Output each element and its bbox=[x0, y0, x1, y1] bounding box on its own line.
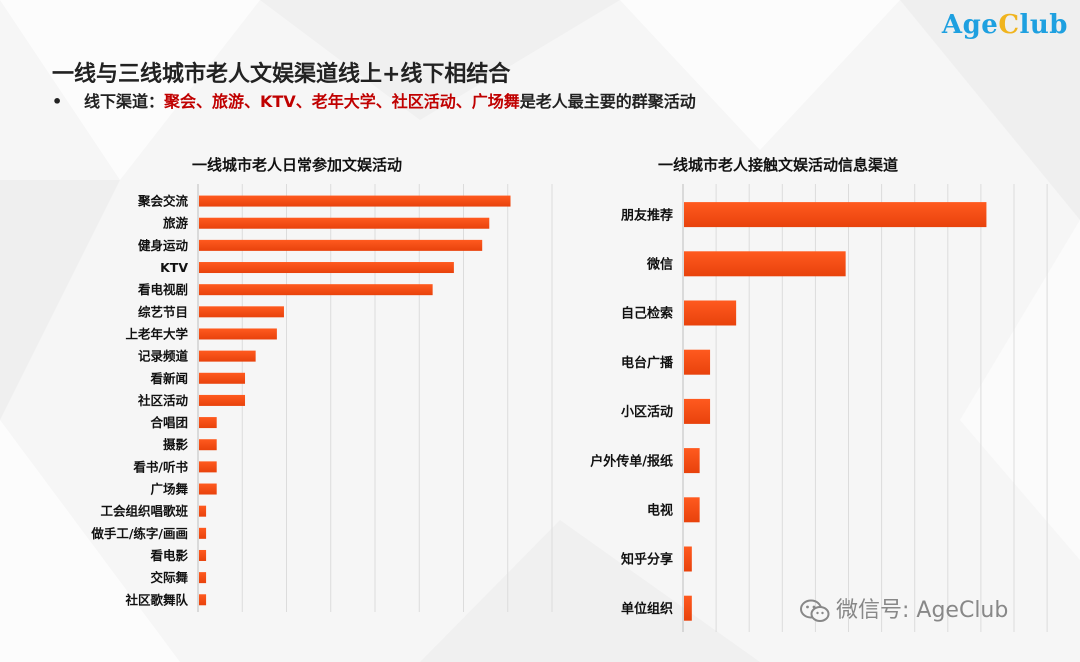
category-label: 朋友推荐 bbox=[620, 207, 673, 223]
category-label: 看电视剧 bbox=[138, 282, 188, 297]
bar-3 bbox=[199, 239, 483, 251]
subtitle-highlight: 聚会、旅游、KTV、老年大学、社区活动、广场舞 bbox=[164, 92, 520, 111]
bar-1 bbox=[684, 202, 987, 228]
bar-13 bbox=[199, 461, 217, 473]
subtitle-suffix: 是老人最主要的群聚活动 bbox=[519, 92, 696, 111]
bar-2 bbox=[684, 251, 846, 277]
category-label: 交际舞 bbox=[150, 570, 188, 585]
category-label: 摄影 bbox=[163, 437, 189, 452]
bar-2 bbox=[199, 217, 490, 229]
bar-19 bbox=[199, 594, 207, 606]
bar-15 bbox=[199, 505, 207, 517]
bar-8 bbox=[684, 546, 692, 572]
category-label: 户外传单/报纸 bbox=[590, 453, 673, 469]
category-label: 小区活动 bbox=[621, 404, 673, 420]
bar-17 bbox=[199, 549, 207, 561]
bar-5 bbox=[199, 284, 433, 296]
bar-7 bbox=[199, 328, 277, 340]
bar-8 bbox=[199, 350, 256, 362]
category-label: 工会组织唱歌班 bbox=[100, 504, 188, 519]
category-label: 旅游 bbox=[162, 216, 189, 231]
bar-3 bbox=[684, 300, 737, 326]
bar-4 bbox=[199, 262, 454, 274]
left-chart-title: 一线城市老人日常参加文娱活动 bbox=[192, 156, 403, 174]
category-label: 看书/听书 bbox=[133, 459, 188, 474]
category-label: 单位组织 bbox=[621, 601, 673, 617]
watermark-text: 微信号: AgeClub bbox=[836, 598, 1009, 623]
bullet: • bbox=[52, 92, 63, 111]
category-label: 社区歌舞队 bbox=[124, 592, 188, 607]
bar-11 bbox=[199, 417, 217, 429]
category-label: 电视 bbox=[647, 502, 673, 518]
wechat-icon bbox=[800, 599, 830, 622]
right-chart-title: 一线城市老人接触文娱活动信息渠道 bbox=[658, 156, 899, 174]
category-label: 自己检索 bbox=[621, 306, 673, 322]
category-label: 社区活动 bbox=[137, 393, 189, 408]
category-label: 上老年大学 bbox=[125, 326, 188, 341]
bar-5 bbox=[684, 398, 711, 424]
bar-9 bbox=[199, 372, 246, 384]
bar-9 bbox=[684, 595, 692, 621]
category-label: 知乎分享 bbox=[621, 552, 673, 568]
category-label: KTV bbox=[160, 260, 188, 275]
bar-7 bbox=[684, 497, 700, 523]
bar-4 bbox=[684, 349, 711, 375]
bar-14 bbox=[199, 483, 217, 495]
category-label: 做手工/练字/画画 bbox=[90, 526, 188, 541]
bar-10 bbox=[199, 394, 246, 406]
bar-6 bbox=[199, 306, 284, 318]
category-label: 微信 bbox=[646, 256, 673, 272]
category-label: 广场舞 bbox=[150, 482, 188, 497]
category-label: 看电影 bbox=[150, 548, 188, 563]
category-label: 合唱团 bbox=[150, 415, 188, 430]
bar-6 bbox=[684, 448, 700, 474]
category-label: 电台广播 bbox=[621, 355, 674, 371]
category-label: 聚会交流 bbox=[137, 194, 189, 209]
category-label: 综艺节目 bbox=[138, 304, 188, 319]
category-label: 记录频道 bbox=[138, 349, 189, 364]
bar-16 bbox=[199, 527, 207, 539]
page-title: 一线与三线城市老人文娱渠道线上+线下相结合 bbox=[52, 62, 511, 87]
subtitle-prefix: 线下渠道： bbox=[84, 92, 165, 111]
bar-12 bbox=[199, 439, 217, 451]
wechat-watermark: 微信号: AgeClub bbox=[800, 592, 1008, 624]
ageclub-logo: AgeClub bbox=[941, 10, 1068, 40]
category-label: 看新闻 bbox=[150, 371, 188, 386]
subtitle: • 线下渠道：聚会、旅游、KTV、老年大学、社区活动、广场舞是老人最主要的群聚活动 bbox=[52, 88, 696, 112]
bar-1 bbox=[199, 195, 511, 207]
bar-18 bbox=[199, 572, 207, 584]
category-label: 健身运动 bbox=[138, 238, 189, 253]
